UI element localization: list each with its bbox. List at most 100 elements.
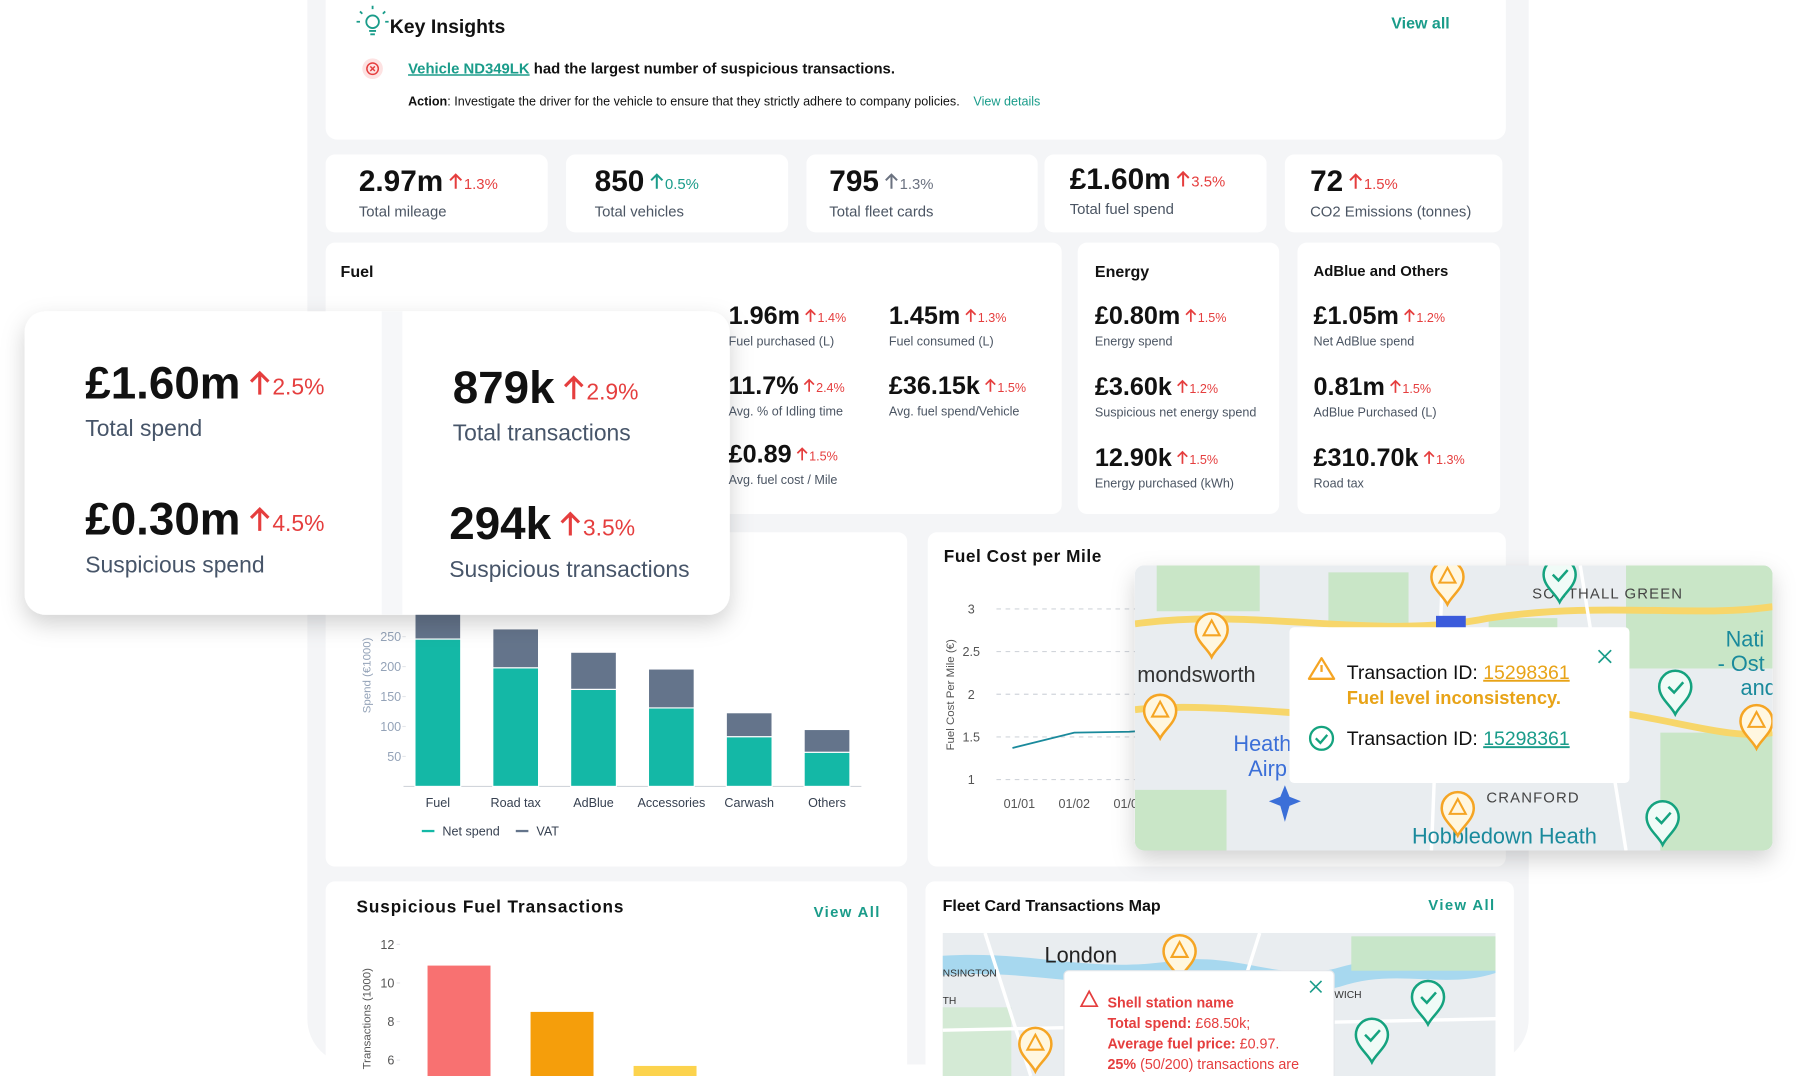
y-tick-label: 50 <box>387 750 401 764</box>
bar-segment <box>414 638 462 787</box>
view-all[interactable]: View All <box>1428 898 1495 914</box>
bar <box>633 1065 697 1076</box>
transaction-link[interactable]: 15298361 <box>1483 728 1569 750</box>
y-tick-label: 3 <box>968 603 975 617</box>
metric-label: Total fuel spend <box>1070 202 1174 218</box>
metric-change: 1.5% <box>997 381 1026 395</box>
metric-change: 1.5% <box>1189 453 1218 467</box>
section-title: Energy <box>1095 263 1149 281</box>
metric-value: 1.45m <box>889 302 960 330</box>
metrics: 2.97m 1.3% Total mileage 850 0.5% Total vehic… <box>85 163 1471 582</box>
metric-value: 2.97m <box>359 165 443 198</box>
map-label: mondsworth <box>1137 662 1255 687</box>
fleet-map: London NSINGTON TH WICH Shell station na… <box>942 932 1496 1076</box>
map-label: - Ost <box>1718 651 1765 676</box>
metric-change: 2.5% <box>272 374 324 400</box>
action-text: Action: Investigate the driver for the v… <box>408 94 1040 108</box>
metric-value: 294k <box>449 498 551 549</box>
metric-label: Total spend <box>85 415 202 441</box>
metric-label: Avg. fuel cost / Mile <box>729 473 838 487</box>
x-tick-label: Carwash <box>724 796 774 810</box>
bar-segment <box>492 628 540 669</box>
metric-change: 1.5% <box>809 449 838 463</box>
trend-arrow <box>1177 379 1188 393</box>
popup-line: 25% (50/200) transactions are <box>1107 1057 1299 1073</box>
metric-value: £1.60m <box>85 357 240 408</box>
y-tick-label: 6 <box>387 1054 394 1068</box>
trend-arrow <box>1390 379 1401 393</box>
metric-label: Total mileage <box>359 204 447 220</box>
bar-segment <box>725 736 773 787</box>
trend-arrow <box>1404 308 1415 322</box>
metric-value: 1.96m <box>729 302 800 330</box>
metric-label: Fuel purchased (L) <box>729 335 835 349</box>
bar-segment <box>414 611 462 640</box>
insight-text: Vehicle ND349LK had the largest number o… <box>408 61 895 77</box>
metric-label: Fuel consumed (L) <box>889 335 994 349</box>
popup-line: Total spend: £68.50k; <box>1107 1016 1250 1032</box>
metric-value: £1.05m <box>1314 302 1399 330</box>
metric-change: 0.5% <box>665 177 699 193</box>
tooltip-line: Transaction ID: 15298361 <box>1347 662 1570 684</box>
metric-value: 795 <box>829 165 879 198</box>
vehicle-link[interactable]: Vehicle ND349LK <box>408 61 530 77</box>
map-label: Hobbledown Heath <box>1412 824 1597 849</box>
x-tick-label: 01/02 <box>1059 797 1090 811</box>
metric-label: Energy purchased (kWh) <box>1095 477 1234 491</box>
tooltip-note: Fuel level inconsistency. <box>1347 687 1561 708</box>
view-all[interactable]: View All <box>814 905 881 921</box>
map-label: Airp <box>1248 756 1287 781</box>
metric-change: 1.3% <box>464 177 498 193</box>
metric-value: £0.89 <box>729 440 792 468</box>
popup-label: Total spend: <box>1107 1016 1191 1032</box>
x-tick-label: 01/01 <box>1004 797 1035 811</box>
trend-arrow <box>560 511 581 536</box>
metric-label: CO2 Emissions (tonnes) <box>1310 204 1471 220</box>
bar-segment <box>570 651 617 690</box>
bulb-icon <box>356 5 389 36</box>
y-tick-label: 8 <box>387 1015 394 1029</box>
y-tick-label: 150 <box>380 690 401 704</box>
metric-value: 850 <box>595 165 645 198</box>
transaction-link[interactable]: 15298361 <box>1483 662 1569 684</box>
bar-segment <box>803 728 851 753</box>
metric-value: £0.80m <box>1095 302 1180 330</box>
chart-title: Suspicious Fuel Transactions <box>357 896 625 916</box>
insight-message: had the largest number of suspicious tra… <box>530 61 895 77</box>
metric-change: 1.4% <box>817 311 846 325</box>
chart-title: Fuel Cost per Mile <box>944 546 1102 566</box>
metric-value: 11.7% <box>729 372 799 400</box>
metric-change: 1.2% <box>1416 311 1445 325</box>
view-details[interactable]: View details <box>973 94 1040 108</box>
trend-arrow <box>1185 308 1197 322</box>
metric-change: 4.5% <box>272 510 324 536</box>
metric-change: 1.2% <box>1189 382 1218 396</box>
axis-title: Fuel Cost Per Mile (€) <box>945 639 957 750</box>
x-tick-label: Road tax <box>491 796 542 810</box>
x-tick-label: Fuel <box>426 796 450 810</box>
popup-line: Average fuel price: £0.97. <box>1107 1037 1279 1053</box>
view-all[interactable]: View all <box>1391 15 1449 33</box>
metric-label: Net AdBlue spend <box>1314 335 1415 349</box>
section-title: Fuel <box>341 263 374 281</box>
alert-icon <box>362 58 383 79</box>
popup-label: 25% <box>1107 1057 1136 1073</box>
map-label: WICH <box>1334 990 1361 1001</box>
id-label: Transaction ID: <box>1347 662 1483 684</box>
y-tick-label: 250 <box>380 630 401 644</box>
metric-change: 1.5% <box>1364 177 1398 193</box>
x-tick-label: Others <box>808 796 846 810</box>
section-title: AdBlue and Others <box>1314 264 1449 280</box>
x-tick-label: Accessories <box>637 796 705 810</box>
y-tick-label: 2 <box>968 688 975 702</box>
metric-change: 2.9% <box>586 378 638 404</box>
metric-label: Total vehicles <box>595 204 684 220</box>
bar-segment <box>647 707 695 787</box>
trend-arrow <box>650 173 664 189</box>
trend-arrow <box>1176 170 1190 187</box>
trend-arrow <box>1423 450 1435 464</box>
map-overlay: SOUTHALL GREEN mondsworth Heath Airp CRA… <box>1134 565 1773 851</box>
trend-arrow <box>563 375 584 400</box>
trend-arrow <box>249 370 270 395</box>
bar-segment <box>647 668 695 709</box>
